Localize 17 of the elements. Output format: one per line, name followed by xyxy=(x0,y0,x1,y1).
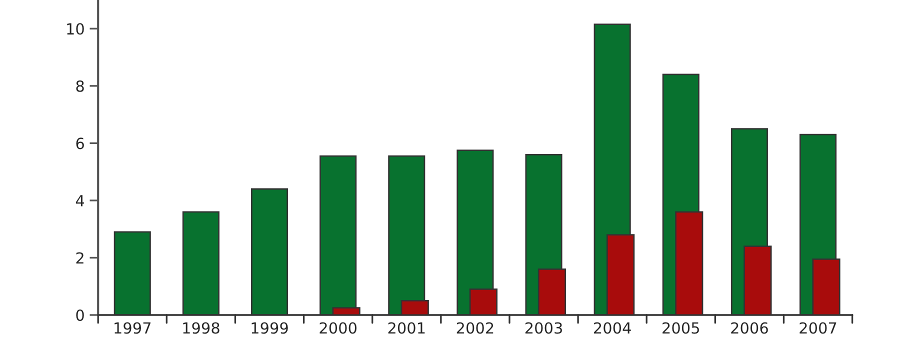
y-tick-label: 6 xyxy=(76,138,84,150)
x-tick-label: 2001 xyxy=(388,322,425,334)
x-tick-label: 2007 xyxy=(800,322,836,334)
x-tick-label: 1997 xyxy=(114,322,151,334)
x-tick-label: 2002 xyxy=(456,322,494,334)
x-tick-label: 2000 xyxy=(320,322,356,334)
y-tick-label: 8 xyxy=(76,80,84,92)
x-tick-label: 2006 xyxy=(731,322,768,334)
x-tick-label: 2004 xyxy=(594,322,631,334)
y-tick-label: 2 xyxy=(76,252,84,264)
y-tick-label: 10 xyxy=(67,23,84,35)
x-tick-label: 1998 xyxy=(183,322,220,334)
x-tick-label: 2005 xyxy=(662,322,699,334)
x-tick-label: 1999 xyxy=(252,322,288,334)
x-tick-label: 2003 xyxy=(525,322,562,334)
y-tick-label: 0 xyxy=(76,309,84,322)
y-tick-label: 4 xyxy=(76,195,84,206)
